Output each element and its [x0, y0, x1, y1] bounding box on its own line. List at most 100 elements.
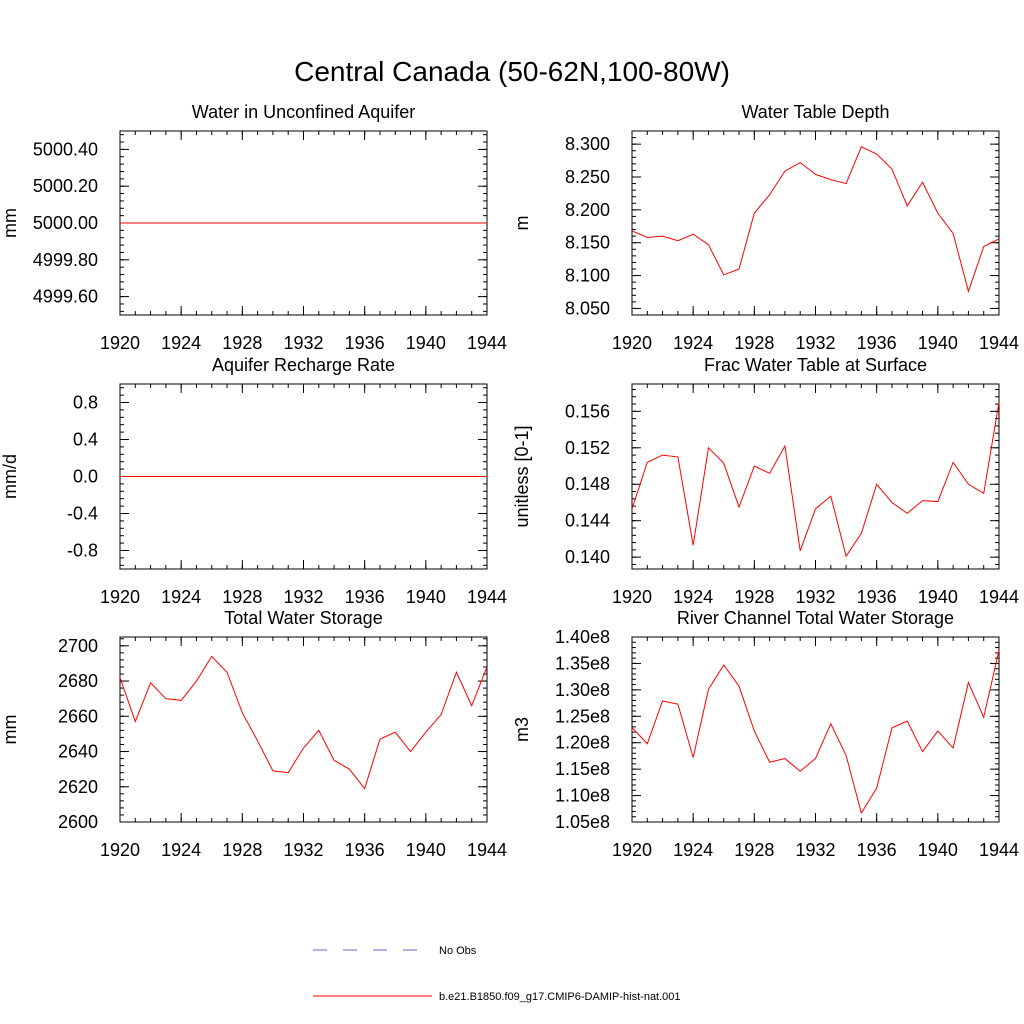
panel-title: Aquifer Recharge Rate: [212, 355, 395, 375]
legend-model-label: b.e21.B1850.f09_g17.CMIP6-DAMIP-hist-nat…: [439, 991, 681, 1003]
y-tick-label: 8.250: [565, 167, 610, 187]
x-tick-label: 1920: [612, 587, 652, 607]
x-tick-label: 1944: [979, 840, 1019, 860]
y-tick-label: 1.10e8: [555, 786, 610, 806]
figure-title: Central Canada (50-62N,100-80W): [294, 56, 730, 87]
x-tick-label: 1924: [161, 587, 201, 607]
x-tick-label: 1936: [345, 840, 385, 860]
x-tick-label: 1924: [161, 333, 201, 353]
y-axis-label: m: [512, 216, 532, 231]
x-tick-label: 1928: [222, 840, 262, 860]
y-axis-label: unitless [0-1]: [512, 425, 532, 527]
x-tick-label: 1944: [979, 587, 1019, 607]
y-tick-label: 1.35e8: [555, 653, 610, 673]
y-tick-label: 0.148: [565, 474, 610, 494]
x-tick-label: 1932: [283, 587, 323, 607]
y-axis-label: mm: [0, 208, 20, 238]
x-tick-label: 1936: [857, 587, 897, 607]
x-tick-label: 1932: [283, 333, 323, 353]
x-tick-label: 1936: [345, 333, 385, 353]
y-axis-label: mm/d: [0, 454, 20, 499]
x-tick-label: 1944: [979, 333, 1019, 353]
series-line: [119, 655, 488, 790]
x-tick-label: 1920: [100, 840, 140, 860]
x-tick-label: 1944: [467, 840, 507, 860]
panel-4: Frac Water Table at Surface unitless [0-1…: [512, 355, 1019, 607]
panel-2: Water Table Depth m 1920 1924 1928 1932 1936 19…: [512, 102, 1019, 353]
x-tick-label: 1932: [795, 587, 835, 607]
panel-5: Total Water Storage mm 1920 1924 1928 1932 193…: [0, 608, 507, 860]
x-tick-label: 1932: [283, 840, 323, 860]
x-tick-label: 1920: [100, 333, 140, 353]
y-tick-label: 2600: [58, 812, 98, 832]
y-tick-label: 0.156: [565, 401, 610, 421]
y-tick-label: 5000.40: [33, 139, 98, 159]
x-tick-label: 1928: [734, 587, 774, 607]
y-tick-label: 8.200: [565, 200, 610, 220]
panel-3: Aquifer Recharge Rate mm/d 1920 1924 1928 193…: [0, 355, 507, 607]
legend-obs-label: No Obs: [439, 945, 477, 957]
y-tick-label: 8.300: [565, 134, 610, 154]
x-tick-label: 1936: [345, 587, 385, 607]
series-line: [631, 146, 1000, 294]
y-tick-label: 0.8: [73, 393, 98, 413]
panel-title: Water Table Depth: [741, 102, 889, 122]
y-tick-label: 1.15e8: [555, 759, 610, 779]
series-line: [631, 650, 1000, 815]
panel-1: Water in Unconfined Aquifer mm 1920 1924 192…: [0, 102, 507, 353]
y-tick-label: 5000.20: [33, 176, 98, 196]
x-tick-label: 1944: [467, 333, 507, 353]
x-tick-label: 1940: [918, 333, 958, 353]
series-line: [631, 402, 1000, 558]
y-tick-label: 2620: [58, 777, 98, 797]
y-tick-label: 2640: [58, 742, 98, 762]
panel-title: Total Water Storage: [224, 608, 382, 628]
x-tick-label: 1944: [467, 587, 507, 607]
y-tick-label: 8.150: [565, 233, 610, 253]
y-axis-label: mm: [0, 715, 20, 745]
x-tick-label: 1936: [857, 840, 897, 860]
panels-group: Water in Unconfined Aquifer mm 1920 1924 192…: [0, 102, 1019, 860]
y-tick-label: -0.8: [67, 541, 98, 561]
x-tick-label: 1940: [406, 333, 446, 353]
panel-title: Water in Unconfined Aquifer: [192, 102, 415, 122]
x-tick-label: 1928: [222, 333, 262, 353]
y-tick-label: 0.0: [73, 467, 98, 487]
x-tick-label: 1920: [612, 840, 652, 860]
y-tick-label: 1.30e8: [555, 680, 610, 700]
x-tick-label: 1928: [734, 840, 774, 860]
x-tick-label: 1936: [857, 333, 897, 353]
y-tick-label: 0.4: [73, 430, 98, 450]
x-tick-label: 1924: [673, 587, 713, 607]
x-tick-label: 1940: [918, 587, 958, 607]
y-tick-label: 1.05e8: [555, 812, 610, 832]
x-tick-label: 1924: [673, 840, 713, 860]
y-tick-label: 1.20e8: [555, 733, 610, 753]
y-tick-label: 2700: [58, 636, 98, 656]
x-tick-label: 1920: [612, 333, 652, 353]
x-tick-label: 1932: [795, 840, 835, 860]
panel-title: River Channel Total Water Storage: [677, 608, 954, 628]
y-tick-label: 2660: [58, 706, 98, 726]
y-tick-label: 8.100: [565, 266, 610, 286]
y-tick-label: 0.140: [565, 547, 610, 567]
x-tick-label: 1924: [673, 333, 713, 353]
y-tick-label: -0.4: [67, 504, 98, 524]
y-tick-label: 2680: [58, 671, 98, 691]
x-tick-label: 1924: [161, 840, 201, 860]
x-tick-label: 1940: [918, 840, 958, 860]
y-tick-label: 4999.80: [33, 250, 98, 270]
panel-title: Frac Water Table at Surface: [704, 355, 927, 375]
x-tick-label: 1932: [795, 333, 835, 353]
x-tick-label: 1940: [406, 587, 446, 607]
y-tick-label: 1.40e8: [555, 627, 610, 647]
y-tick-label: 1.25e8: [555, 706, 610, 726]
y-tick-label: 0.144: [565, 511, 610, 531]
legend: No Obs b.e21.B1850.f09_g17.CMIP6-DAMIP-h…: [313, 945, 681, 1003]
y-tick-label: 4999.60: [33, 287, 98, 307]
y-tick-label: 5000.00: [33, 213, 98, 233]
y-axis-label: m3: [512, 717, 532, 742]
y-tick-label: 8.050: [565, 298, 610, 318]
